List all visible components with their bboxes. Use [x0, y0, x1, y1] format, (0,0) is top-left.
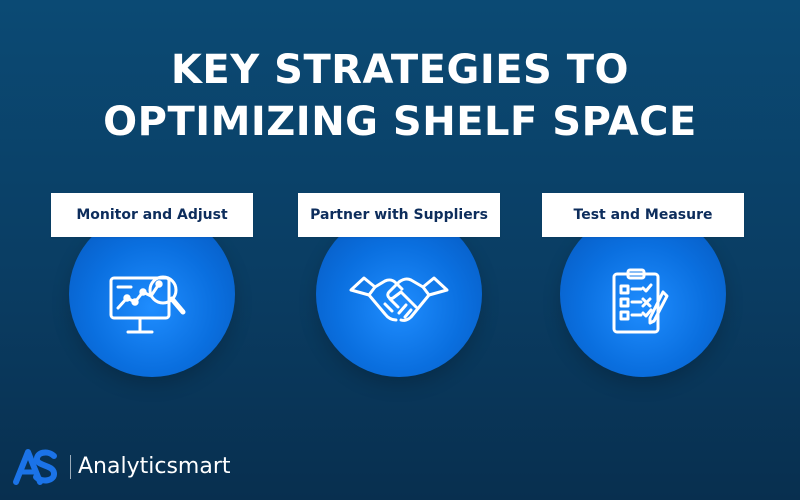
strategy-label: Monitor and Adjust [51, 193, 253, 237]
strategy-circle [560, 211, 726, 377]
handshake-icon [344, 250, 454, 360]
as-logo-icon [12, 446, 62, 488]
strategy-label: Partner with Suppliers [298, 193, 500, 237]
strategy-card-monitor-and-adjust: Monitor and Adjust [51, 193, 253, 377]
checklist-clipboard-icon [588, 250, 698, 360]
brand-divider [70, 455, 71, 479]
brand-footer: Analyticsmart [12, 446, 242, 488]
strategy-card-partner-with-suppliers: Partner with Suppliers [298, 193, 500, 377]
strategy-label: Test and Measure [542, 193, 744, 237]
page-title: KEY STRATEGIES TO OPTIMIZING SHELF SPACE [0, 44, 800, 148]
brand-name: Analyticsmart [78, 454, 231, 479]
title-line-1: KEY STRATEGIES TO [170, 47, 630, 93]
strategy-card-test-and-measure: Test and Measure [542, 193, 744, 377]
title-line-2: OPTIMIZING SHELF SPACE [103, 99, 697, 145]
monitor-analytics-icon [97, 250, 207, 360]
